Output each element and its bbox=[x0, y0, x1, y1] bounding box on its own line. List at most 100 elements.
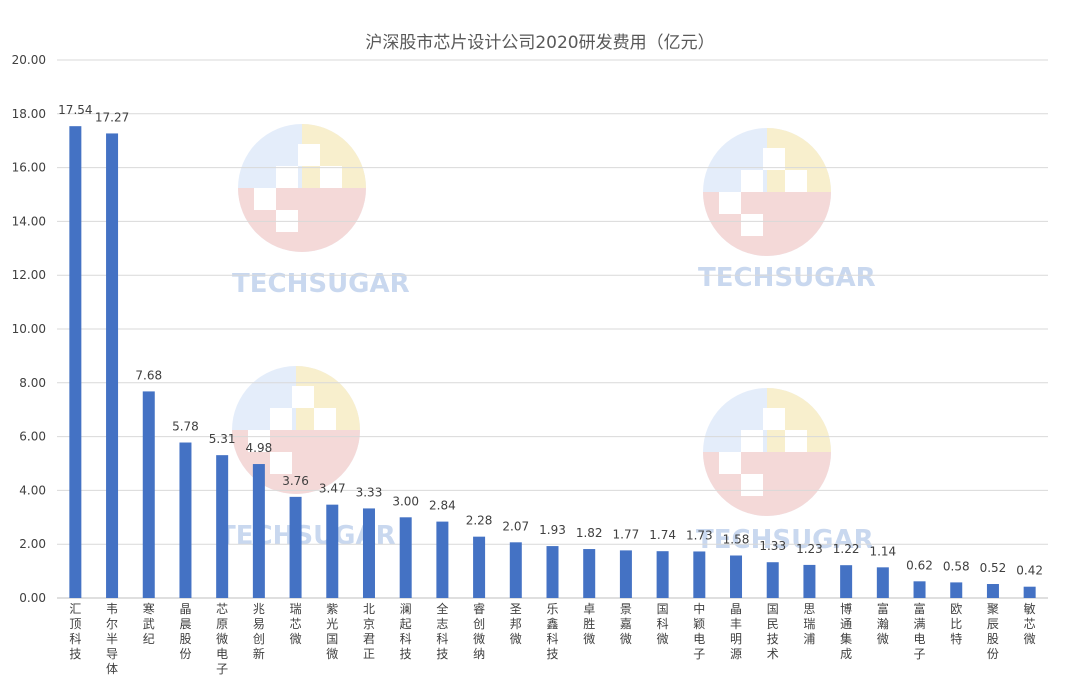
x-tick-label: 兆易创新 bbox=[253, 602, 265, 661]
y-tick-label: 14.00 bbox=[12, 214, 46, 228]
data-label: 3.00 bbox=[392, 494, 419, 508]
y-tick-label: 8.00 bbox=[19, 376, 46, 390]
x-tick-label: 富瀚微 bbox=[877, 601, 889, 646]
x-tick-label: 敏芯微 bbox=[1024, 601, 1036, 646]
bar bbox=[840, 565, 853, 598]
data-label: 1.93 bbox=[539, 523, 566, 537]
bar bbox=[730, 555, 743, 598]
data-label: 0.42 bbox=[1016, 564, 1043, 578]
data-label: 1.23 bbox=[796, 542, 823, 556]
bar bbox=[399, 517, 412, 598]
bar bbox=[106, 133, 119, 598]
data-label: 1.58 bbox=[723, 532, 750, 546]
data-label: 2.84 bbox=[429, 499, 456, 513]
bar bbox=[986, 584, 999, 598]
bars bbox=[69, 126, 1036, 598]
data-label: 1.77 bbox=[613, 527, 640, 541]
x-tick-label: 圣邦微 bbox=[510, 602, 522, 646]
data-label: 2.28 bbox=[466, 514, 493, 528]
y-tick-label: 0.00 bbox=[19, 591, 46, 605]
data-label: 7.68 bbox=[135, 368, 162, 382]
data-label: 1.22 bbox=[833, 542, 860, 556]
x-tick-label: 全志科技 bbox=[436, 601, 448, 661]
bar bbox=[473, 536, 486, 598]
x-tick-label: 景嘉微 bbox=[620, 602, 632, 646]
x-tick-label: 欧比特 bbox=[950, 602, 962, 646]
y-tick-label: 16.00 bbox=[12, 161, 46, 175]
x-tick-label: 寒武纪 bbox=[143, 601, 155, 646]
data-label: 1.14 bbox=[869, 544, 896, 558]
bar bbox=[252, 464, 265, 598]
x-tick-label: 卓胜微 bbox=[583, 602, 595, 646]
x-tick-label: 芯原微电子 bbox=[216, 602, 228, 676]
data-label: 1.73 bbox=[686, 528, 713, 542]
x-tick-label: 国科微 bbox=[657, 602, 669, 646]
x-tick-label: 韦尔半导体 bbox=[106, 602, 118, 676]
data-label: 1.74 bbox=[649, 528, 676, 542]
bar bbox=[876, 567, 889, 598]
bar bbox=[509, 542, 522, 598]
x-tick-label: 乐鑫科技 bbox=[546, 602, 558, 661]
chart-title: 沪深股市芯片设计公司2020研发费用（亿元） bbox=[365, 33, 714, 53]
bar bbox=[693, 551, 706, 598]
bar bbox=[326, 504, 339, 598]
data-label: 17.54 bbox=[58, 103, 92, 117]
data-label: 3.76 bbox=[282, 474, 309, 488]
data-label: 5.31 bbox=[209, 432, 236, 446]
bar bbox=[803, 564, 816, 598]
bar bbox=[546, 546, 559, 598]
data-label: 3.33 bbox=[356, 485, 383, 499]
x-axis: 汇顶科技 韦尔半导体 寒武纪 晶晨股份 芯原微电子 兆易创新 瑞芯微 紫光国微 北京君正 澜起科技… bbox=[69, 601, 1035, 676]
watermark-text: TECHSUGAR bbox=[232, 269, 410, 299]
y-tick-label: 2.00 bbox=[19, 537, 46, 551]
bar bbox=[950, 582, 963, 598]
data-label: 2.07 bbox=[502, 519, 529, 533]
y-axis: 0.00 2.00 4.00 6.00 8.00 10.00 12.00 14.00 16.00… bbox=[12, 53, 46, 605]
x-tick-label: 晶丰明源 bbox=[730, 602, 742, 661]
data-label: 0.62 bbox=[906, 558, 933, 572]
gridlines bbox=[57, 59, 1048, 599]
x-tick-label: 中颖电子 bbox=[693, 601, 705, 661]
x-tick-label: 晶晨股份 bbox=[179, 602, 191, 661]
watermark-text: TECHSUGAR bbox=[696, 525, 874, 555]
y-tick-label: 4.00 bbox=[19, 483, 46, 497]
bar bbox=[216, 455, 229, 598]
x-tick-label: 睿创微纳 bbox=[473, 601, 485, 661]
data-label: 1.82 bbox=[576, 526, 603, 540]
bar bbox=[583, 549, 596, 598]
watermark-text: TECHSUGAR bbox=[698, 263, 876, 293]
x-tick-label: 国民技术 bbox=[767, 602, 779, 661]
y-tick-label: 6.00 bbox=[19, 430, 46, 444]
y-tick-label: 12.00 bbox=[12, 268, 46, 282]
x-tick-label: 博通集成 bbox=[840, 601, 852, 661]
bar bbox=[179, 442, 192, 598]
bar bbox=[362, 508, 375, 598]
bar bbox=[766, 562, 779, 598]
bar bbox=[1023, 586, 1036, 598]
data-label: 1.33 bbox=[759, 539, 786, 553]
x-tick-label: 紫光国微 bbox=[326, 602, 338, 661]
data-label: 17.27 bbox=[95, 110, 129, 124]
data-label: 5.78 bbox=[172, 420, 199, 434]
x-tick-label: 澜起科技 bbox=[400, 602, 412, 661]
x-tick-label: 北京君正 bbox=[363, 602, 375, 661]
bar bbox=[436, 521, 449, 598]
bar bbox=[656, 551, 669, 598]
bar bbox=[142, 391, 155, 598]
y-tick-label: 20.00 bbox=[12, 53, 46, 67]
x-tick-label: 聚辰股份 bbox=[987, 602, 999, 661]
bar bbox=[619, 550, 632, 598]
x-tick-label: 富满电子 bbox=[914, 601, 926, 661]
x-tick-label: 汇顶科技 bbox=[69, 602, 81, 661]
data-label: 0.52 bbox=[980, 561, 1007, 575]
bar bbox=[69, 126, 82, 598]
x-tick-label: 思瑞浦 bbox=[803, 602, 815, 646]
x-tick-label: 瑞芯微 bbox=[290, 602, 302, 646]
y-tick-label: 18.00 bbox=[12, 107, 46, 121]
bar bbox=[289, 496, 302, 598]
bar bbox=[913, 581, 926, 598]
data-label: 4.98 bbox=[246, 441, 273, 455]
y-tick-label: 10.00 bbox=[12, 322, 46, 336]
